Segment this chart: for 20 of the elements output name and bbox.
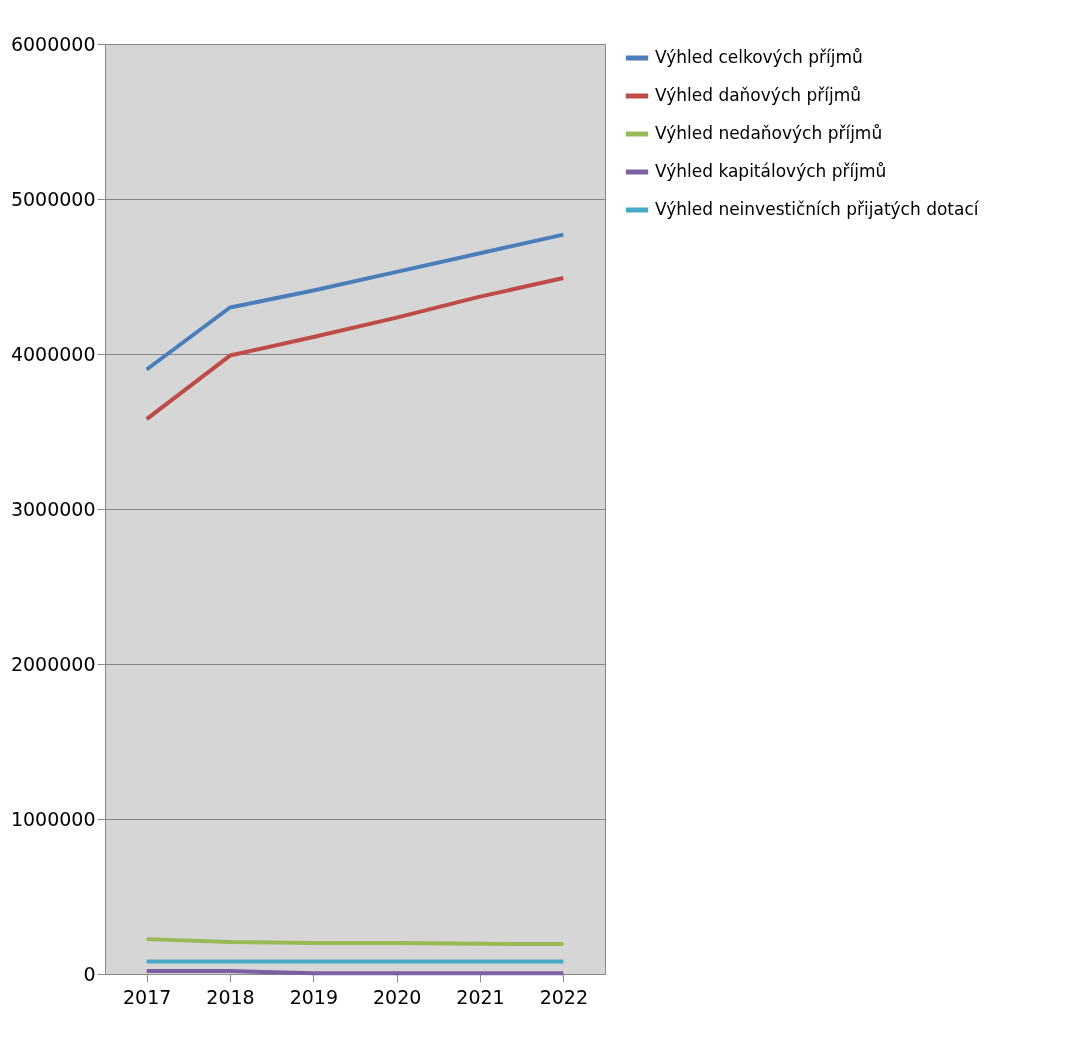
x-tick-label: 2018 [206,985,255,1008]
x-tick-label: 2020 [372,985,422,1008]
legend-label: Výhled nedaňových příjmů [655,123,883,143]
legend-label: Výhled neinvestičních přijatých dotací [655,199,980,219]
y-tick-label: 0 [83,962,96,985]
legend-label: Výhled kapitálových příjmů [655,161,887,181]
line-series [144,276,566,422]
y-tick-label: 4000000 [10,342,96,365]
y-tick-label: 5000000 [10,187,96,210]
line-series [144,232,566,372]
x-tick-label: 2022 [539,985,589,1008]
x-tick-label: 2017 [122,985,172,1008]
legend-label: Výhled daňových příjmů [655,85,861,105]
x-tick-label: 2021 [456,985,505,1008]
y-tick-label: 1000000 [10,807,96,830]
y-tick-label: 3000000 [10,497,96,520]
y-tick-label: 2000000 [10,652,96,675]
legend-label: Výhled celkových příjmů [655,47,863,67]
y-tick-label: 6000000 [10,32,96,55]
x-tick-label: 2019 [289,985,339,1008]
